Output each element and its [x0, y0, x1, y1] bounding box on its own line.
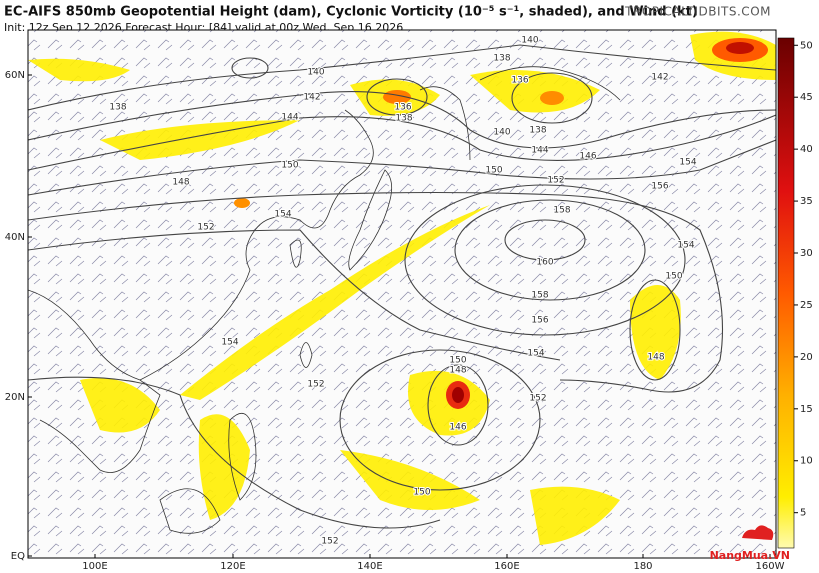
contour-label: 150 — [665, 272, 682, 282]
contour-label: 150 — [449, 356, 466, 366]
colorbar-tick-label: 35 — [800, 196, 813, 207]
colorbar-tick-label: 5 — [800, 508, 806, 519]
map-area: 1401421441501481521541361381381361401421… — [28, 30, 776, 558]
colorbar-tick-label: 20 — [800, 352, 813, 363]
contour-label: 140 — [493, 128, 510, 138]
contour-label: 150 — [281, 161, 298, 171]
colorbar-tick-label: 40 — [800, 144, 813, 155]
contour-label: 138 — [395, 114, 412, 124]
contour-label: 144 — [531, 146, 548, 156]
coastlines — [28, 66, 621, 534]
watermark-text: NangMua.VN — [710, 549, 790, 562]
longitude-label: 120E — [220, 561, 245, 572]
colorbar-scale — [777, 37, 795, 549]
contour-labels: 1401421441501481521541361381381361401421… — [108, 35, 697, 548]
contour-label: 152 — [547, 176, 564, 186]
contour-label: 160 — [536, 258, 553, 268]
contour-label: 138 — [529, 126, 546, 136]
contour-label: 154 — [274, 210, 291, 220]
contour-label: 152 — [321, 537, 338, 547]
longitude-label: 160E — [494, 561, 519, 572]
contour-label: 150 — [485, 166, 502, 176]
contour-label: 142 — [651, 73, 668, 83]
longitude-label: 140E — [357, 561, 382, 572]
title: EC-AIFS 850mb Geopotential Height (dam),… — [4, 5, 698, 20]
longitude-label: 180 — [633, 561, 652, 572]
contour-label: 144 — [281, 113, 298, 123]
contour-label: 156 — [651, 182, 668, 192]
contour-label: 138 — [109, 103, 126, 113]
colorbar-tick-label: 50 — [800, 40, 813, 51]
contour-label: 152 — [529, 394, 546, 404]
contour-label: 148 — [172, 178, 189, 188]
contour-label: 140 — [307, 68, 324, 78]
latitude-label: 60N — [5, 70, 25, 81]
contour-label: 158 — [553, 206, 570, 216]
axes: 60N 40N 20N EQ 100E 120E 140E 160E 180 160W — [5, 70, 785, 572]
height-contours — [28, 44, 776, 529]
contour-label: 146 — [449, 423, 466, 433]
contour-label: 138 — [493, 54, 510, 64]
colorbar-tick-label: 45 — [800, 92, 813, 103]
contour-label: 154 — [527, 349, 544, 359]
colorbar-tick-label: 10 — [800, 456, 813, 467]
latitude-label: 20N — [5, 392, 25, 403]
longitude-label: 160W — [756, 561, 785, 572]
contour-label: 154 — [221, 338, 238, 348]
colorbar-tick-label: 15 — [800, 404, 813, 415]
latitude-label: 40N — [5, 232, 25, 243]
contour-label: 154 — [679, 158, 696, 168]
contour-label: 152 — [307, 380, 324, 390]
contour-label: 156 — [531, 316, 548, 326]
latitude-label: EQ — [11, 551, 25, 562]
watermark: NangMua.VN — [710, 525, 790, 562]
contour-label: 142 — [303, 93, 320, 103]
map-frame — [27, 29, 777, 559]
colorbar: 5 10 15 20 25 30 35 40 45 50 — [777, 37, 813, 549]
contour-label: 136 — [394, 103, 411, 113]
colorbar-tick-label: 30 — [800, 248, 813, 259]
watermark-icon — [742, 525, 774, 540]
contour-label: 148 — [449, 366, 466, 376]
longitude-label: 100E — [82, 561, 107, 572]
contour-label: 148 — [647, 353, 664, 363]
site-name: TROPICALTIDBITS.COM — [624, 5, 771, 19]
contour-label: 158 — [531, 291, 548, 301]
contour-label: 136 — [511, 76, 528, 86]
contour-label: 146 — [579, 152, 596, 162]
contour-label: 140 — [521, 36, 538, 46]
contour-label: 152 — [197, 223, 214, 233]
colorbar-tick-label: 25 — [800, 300, 813, 311]
vorticity-shading — [28, 31, 776, 545]
contour-label: 154 — [677, 241, 694, 251]
contour-label: 150 — [413, 488, 430, 498]
